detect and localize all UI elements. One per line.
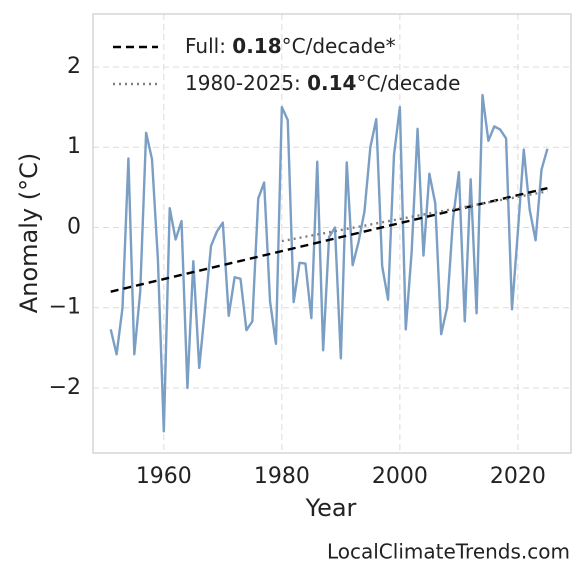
trend-line [110, 186, 548, 293]
legend-text-part: 1980-2025: [185, 71, 307, 95]
legend-label: 1980-2025: 0.14°C/decade [185, 71, 460, 95]
x-axis-label: Year [305, 494, 357, 522]
legend-label: Full: 0.18°C/decade* [185, 34, 396, 58]
legend-text-part: 0.18 [232, 34, 281, 58]
y-tick-label: 1 [67, 134, 81, 159]
x-tick-label: 1980 [254, 464, 310, 489]
plot-frame [92, 13, 572, 454]
x-tick-label: 1960 [136, 464, 192, 489]
y-tick-label: −1 [49, 295, 81, 320]
legend-text-part: °C/decade [356, 71, 460, 95]
legend-text-part: °C/decade* [282, 34, 396, 58]
y-tick-label: 2 [67, 54, 81, 79]
y-axis-label: Anomaly (°C) [15, 153, 43, 313]
x-tick-label: 2020 [490, 464, 546, 489]
legend-text-part: Full: [185, 34, 232, 58]
y-tick-label: −2 [49, 375, 81, 400]
y-tick-label: 0 [67, 214, 81, 239]
credit: LocalClimateTrends.com [327, 540, 570, 564]
legend-text-part: 0.14 [307, 71, 356, 95]
x-tick-label: 2000 [372, 464, 428, 489]
data-line [109, 93, 549, 433]
